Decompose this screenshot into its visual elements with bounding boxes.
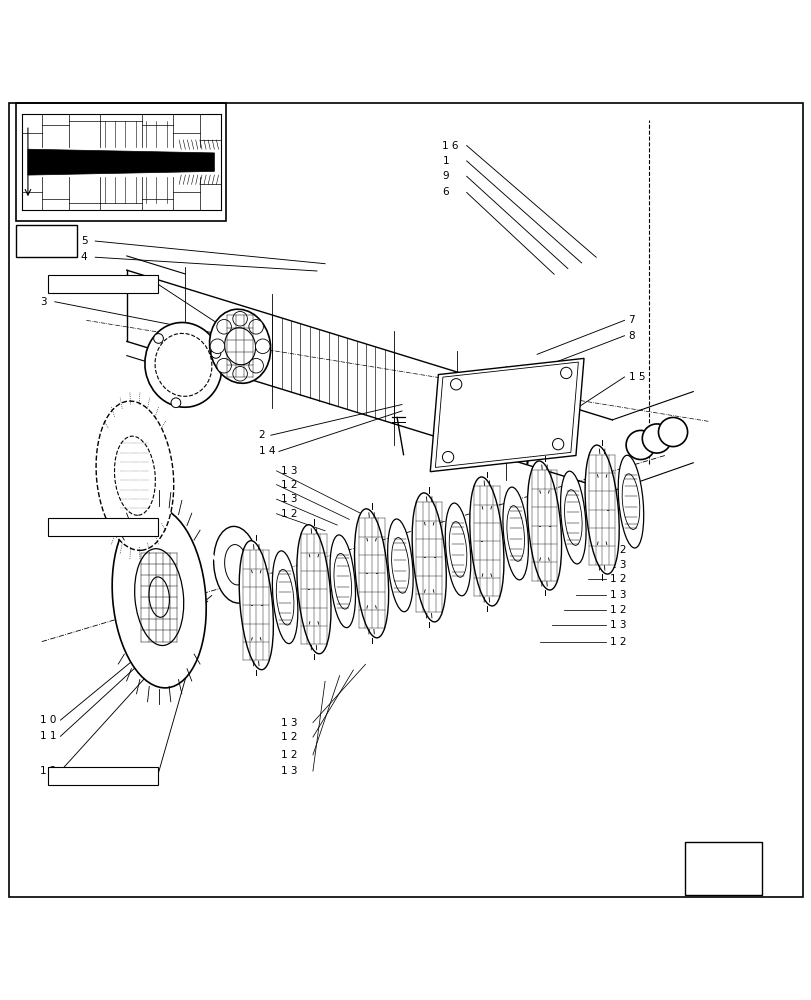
Bar: [684, 842, 761, 895]
Ellipse shape: [617, 455, 643, 548]
Text: 3: 3: [41, 297, 47, 307]
Text: 1 2: 1 2: [41, 766, 57, 776]
Text: 1 6: 1 6: [442, 141, 458, 151]
Ellipse shape: [272, 551, 298, 644]
Text: 1 2: 1 2: [281, 480, 297, 490]
Text: 8: 8: [628, 331, 634, 341]
Text: 1 3: 1 3: [609, 560, 625, 570]
Ellipse shape: [412, 493, 446, 622]
Text: 1 5: 1 5: [628, 372, 644, 382]
Ellipse shape: [239, 541, 273, 670]
Circle shape: [248, 320, 263, 334]
Circle shape: [217, 358, 231, 373]
Ellipse shape: [148, 577, 169, 617]
Circle shape: [153, 334, 163, 343]
Ellipse shape: [225, 545, 247, 585]
Text: 6: 6: [442, 187, 448, 197]
Text: 1 0: 1 0: [41, 715, 57, 725]
Bar: [16, 225, 76, 257]
Ellipse shape: [444, 503, 470, 596]
Text: 1 3: 1 3: [281, 494, 297, 504]
Ellipse shape: [297, 525, 331, 654]
Text: 1.33.3  03: 1.33.3 03: [79, 279, 126, 288]
Bar: [49, 275, 157, 293]
Text: 1 3: 1 3: [281, 766, 297, 776]
Text: 1.32.1  03: 1.32.1 03: [80, 522, 126, 531]
Circle shape: [211, 349, 221, 358]
Circle shape: [255, 339, 270, 354]
Ellipse shape: [502, 487, 528, 580]
Text: 1 2: 1 2: [281, 509, 297, 519]
Polygon shape: [435, 362, 577, 467]
Bar: [16, 103, 226, 221]
Ellipse shape: [276, 569, 294, 625]
Ellipse shape: [135, 549, 183, 646]
Text: 1 2: 1 2: [609, 545, 625, 555]
Ellipse shape: [564, 490, 581, 545]
Circle shape: [233, 366, 247, 381]
Ellipse shape: [209, 309, 270, 383]
Circle shape: [551, 438, 563, 450]
Circle shape: [442, 451, 453, 463]
Text: 1 3: 1 3: [609, 590, 625, 600]
Ellipse shape: [96, 401, 174, 550]
Ellipse shape: [527, 461, 561, 590]
Circle shape: [450, 379, 461, 390]
Text: 1 2: 1 2: [609, 574, 625, 584]
Ellipse shape: [585, 445, 619, 574]
Text: 1 1: 1 1: [41, 731, 57, 741]
Ellipse shape: [448, 522, 466, 577]
Ellipse shape: [560, 471, 586, 564]
Text: 1 2: 1 2: [281, 750, 297, 760]
Text: 1 2: 1 2: [609, 637, 625, 647]
Bar: [49, 518, 157, 536]
Circle shape: [560, 367, 571, 379]
Ellipse shape: [112, 506, 206, 688]
Ellipse shape: [225, 328, 255, 365]
Text: 5: 5: [80, 236, 88, 246]
Text: 1.33.3  04: 1.33.3 04: [80, 771, 126, 780]
Polygon shape: [430, 358, 583, 472]
Circle shape: [233, 311, 247, 326]
Ellipse shape: [213, 526, 258, 603]
Ellipse shape: [354, 509, 388, 638]
Text: 7: 7: [628, 315, 634, 325]
Ellipse shape: [329, 535, 355, 628]
Ellipse shape: [506, 506, 524, 561]
Circle shape: [210, 339, 225, 354]
Text: 1 2: 1 2: [281, 732, 297, 742]
Ellipse shape: [470, 477, 504, 606]
Ellipse shape: [144, 322, 221, 407]
Ellipse shape: [333, 553, 351, 609]
Text: 1 3: 1 3: [281, 466, 297, 476]
Ellipse shape: [387, 519, 413, 612]
Ellipse shape: [621, 474, 639, 529]
Text: 2: 2: [259, 430, 265, 440]
Text: 4: 4: [80, 252, 88, 262]
Ellipse shape: [391, 538, 409, 593]
Bar: [49, 767, 157, 785]
Circle shape: [248, 358, 263, 373]
Circle shape: [171, 398, 181, 408]
Circle shape: [658, 417, 687, 447]
Text: 1 3: 1 3: [609, 620, 625, 630]
Circle shape: [625, 430, 654, 460]
Text: 1 2: 1 2: [609, 605, 625, 615]
Text: 9: 9: [442, 171, 448, 181]
Text: 1 3: 1 3: [281, 718, 297, 728]
Text: 1: 1: [442, 156, 448, 166]
Circle shape: [642, 424, 671, 453]
Ellipse shape: [155, 333, 212, 396]
Circle shape: [217, 320, 231, 334]
Text: 1 4: 1 4: [259, 446, 275, 456]
Ellipse shape: [114, 436, 155, 515]
